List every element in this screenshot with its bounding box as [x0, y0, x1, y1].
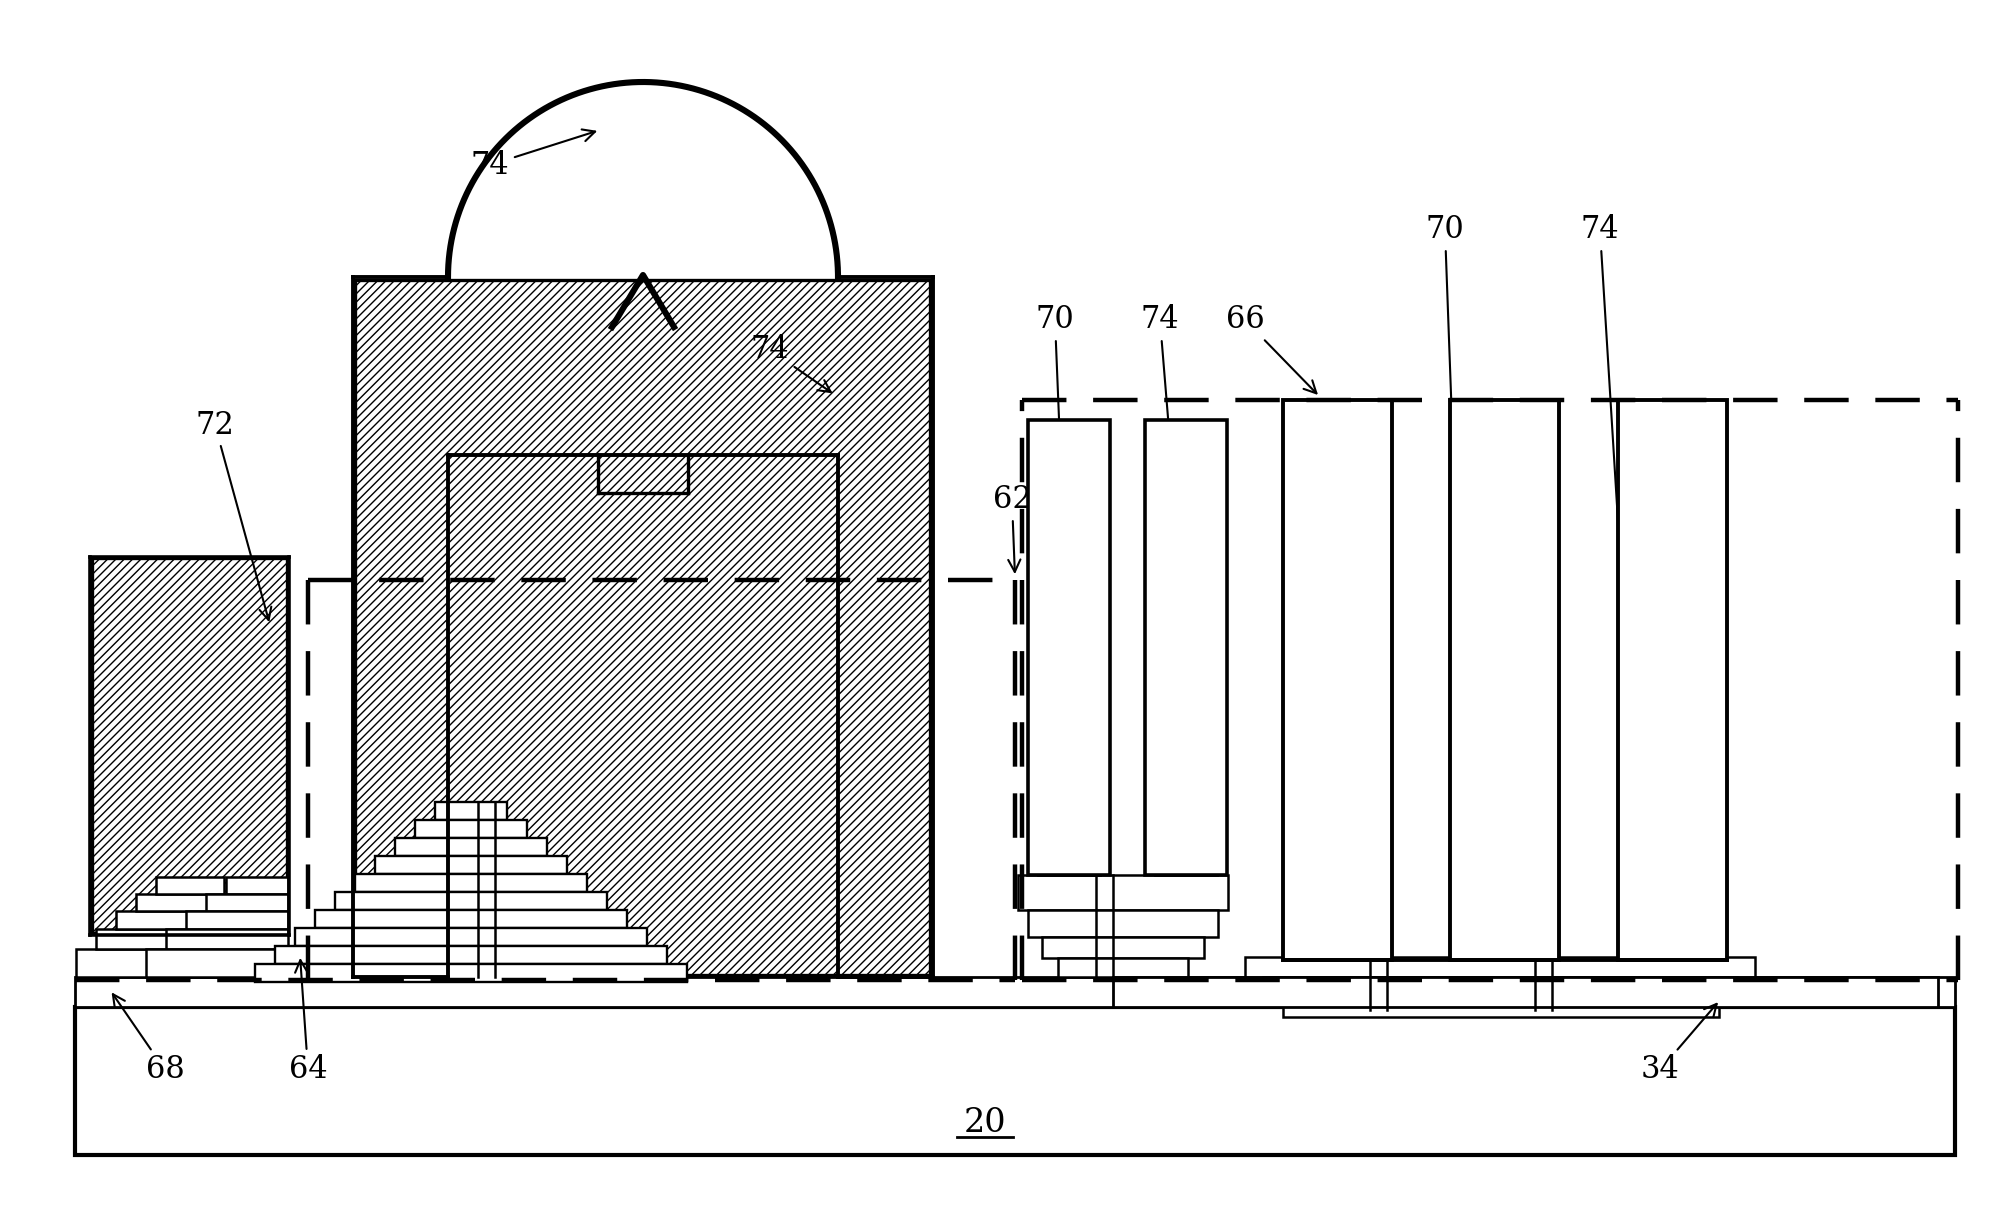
- Bar: [1028, 910, 1218, 937]
- Bar: [316, 910, 628, 928]
- Bar: [1618, 400, 1728, 960]
- Bar: [92, 558, 288, 933]
- Bar: [1284, 998, 1720, 1017]
- Text: 74: 74: [470, 130, 596, 181]
- Bar: [156, 877, 224, 894]
- Bar: [356, 874, 588, 892]
- Bar: [1284, 400, 1392, 960]
- Bar: [146, 949, 308, 977]
- Text: 62: 62: [992, 485, 1032, 572]
- Bar: [226, 877, 288, 894]
- Text: 70: 70: [1426, 215, 1466, 635]
- Text: 72: 72: [196, 409, 272, 620]
- Bar: [96, 929, 284, 949]
- Text: 74: 74: [1140, 305, 1190, 620]
- Bar: [186, 911, 288, 929]
- Bar: [1018, 875, 1228, 910]
- Bar: [416, 820, 528, 838]
- Bar: [1264, 977, 1736, 998]
- Bar: [136, 894, 244, 911]
- Bar: [1156, 420, 1216, 875]
- Bar: [1296, 400, 1380, 960]
- Bar: [76, 1007, 1956, 1155]
- Text: 64: 64: [288, 960, 328, 1085]
- Bar: [356, 279, 930, 974]
- Bar: [276, 946, 668, 963]
- Bar: [1450, 400, 1560, 960]
- Text: 34: 34: [1640, 1004, 1716, 1085]
- Bar: [256, 963, 688, 982]
- Bar: [1112, 977, 1938, 1007]
- Bar: [336, 892, 608, 910]
- Bar: [1058, 957, 1188, 977]
- Bar: [1244, 957, 1756, 977]
- Bar: [1144, 420, 1228, 875]
- Bar: [1028, 420, 1110, 875]
- Bar: [1630, 400, 1716, 960]
- Bar: [76, 949, 304, 977]
- Bar: [296, 928, 648, 946]
- Text: 74: 74: [750, 334, 830, 392]
- Text: 74: 74: [1580, 215, 1630, 629]
- Bar: [436, 802, 508, 820]
- Bar: [1042, 937, 1204, 957]
- Text: 68: 68: [112, 994, 184, 1085]
- Bar: [1462, 400, 1548, 960]
- Text: 20: 20: [964, 1107, 1006, 1138]
- Bar: [76, 977, 1956, 1007]
- Bar: [396, 838, 548, 857]
- Bar: [376, 857, 568, 874]
- Text: 70: 70: [1036, 305, 1074, 635]
- Bar: [116, 911, 264, 929]
- Text: 66: 66: [1226, 305, 1316, 394]
- Bar: [166, 929, 288, 949]
- Bar: [1038, 420, 1100, 875]
- Bar: [206, 894, 288, 911]
